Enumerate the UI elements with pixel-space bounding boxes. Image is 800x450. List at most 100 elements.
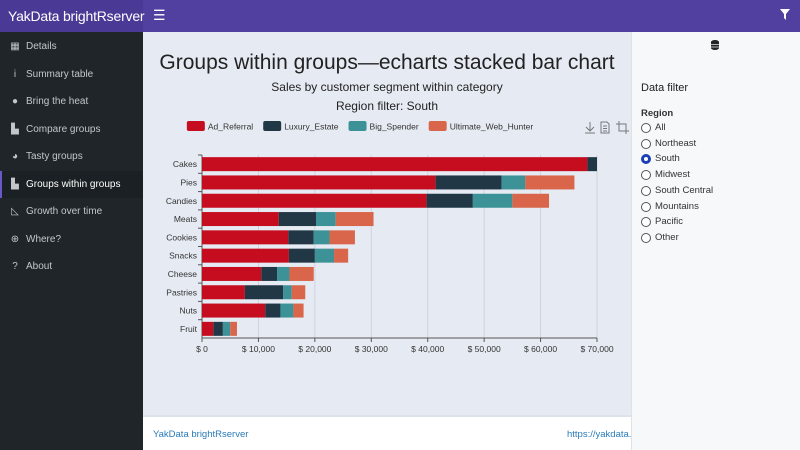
bar-luxury_estate-cakes[interactable] bbox=[587, 157, 597, 172]
footer-brand-link[interactable]: YakData brightRserver bbox=[153, 429, 249, 440]
region-option-midwest[interactable]: Midwest bbox=[641, 168, 690, 182]
sidebar-item-summary-table[interactable]: i Summary table bbox=[0, 61, 143, 88]
legend-item-big_spender[interactable]: Big_Spender bbox=[348, 121, 419, 132]
bar-big_spender-snacks[interactable] bbox=[314, 248, 335, 263]
bar-luxury_estate-snacks[interactable] bbox=[288, 248, 315, 263]
sidebar-item-where[interactable]: ⊕ Where? bbox=[0, 226, 143, 253]
legend-swatch bbox=[428, 121, 447, 131]
legend-item-ad_referral[interactable]: Ad_Referral bbox=[186, 121, 253, 132]
filter-icon[interactable] bbox=[780, 9, 790, 20]
sidebar: ▦ Details i Summary table ● Bring the heat ▙ Co… bbox=[0, 32, 143, 450]
question-icon: ? bbox=[12, 261, 18, 272]
legend-item-ultimate_web_hunter[interactable]: Ultimate_Web_Hunter bbox=[428, 121, 534, 132]
area-chart-icon: ◺ bbox=[11, 206, 19, 217]
bar-ad_referral-snacks[interactable] bbox=[202, 248, 289, 263]
sidebar-item-bring-the-heat[interactable]: ● Bring the heat bbox=[0, 88, 143, 115]
bar-ad_referral-cheese[interactable] bbox=[202, 266, 262, 281]
legend-swatch bbox=[348, 121, 367, 131]
radio-button[interactable] bbox=[641, 201, 651, 212]
sidebar-item-groups-within-groups[interactable]: ▙ Groups within groups bbox=[0, 170, 143, 198]
bar-luxury_estate-meats[interactable] bbox=[278, 212, 316, 227]
bar-ultimate_web_hunter-pies[interactable] bbox=[525, 175, 575, 190]
radio-button[interactable] bbox=[641, 123, 651, 133]
region-option-other[interactable]: Other bbox=[641, 231, 679, 245]
table-icon: ▦ bbox=[10, 41, 20, 52]
bar-luxury_estate-pastries[interactable] bbox=[244, 285, 284, 300]
bar-big_spender-cheese[interactable] bbox=[277, 266, 290, 281]
sidebar-item-details[interactable]: ▦ Details bbox=[0, 33, 143, 60]
legend-label: Luxury_Estate bbox=[284, 122, 339, 132]
bar-big_spender-nuts[interactable] bbox=[280, 303, 294, 318]
bar-luxury_estate-cheese[interactable] bbox=[261, 266, 278, 281]
crop-icon[interactable] bbox=[616, 121, 629, 134]
sidebar-item-about[interactable]: ? About bbox=[0, 253, 143, 280]
legend-label: Big_Spender bbox=[370, 122, 419, 132]
legend-label: Ad_Referral bbox=[208, 122, 253, 132]
chart-title: Groups within groups—echarts stacked bar… bbox=[159, 51, 615, 74]
bar-ad_referral-cakes[interactable] bbox=[202, 157, 588, 172]
download-icon[interactable] bbox=[585, 122, 595, 134]
x-tick-label: $ 50,000 bbox=[468, 344, 501, 354]
bar-ultimate_web_hunter-pastries[interactable] bbox=[291, 285, 306, 300]
bar-ad_referral-pastries[interactable] bbox=[202, 285, 245, 300]
bar-ad_referral-fruit[interactable] bbox=[202, 321, 214, 336]
radio-button[interactable] bbox=[641, 232, 651, 243]
legend-item-luxury_estate[interactable]: Luxury_Estate bbox=[263, 121, 339, 132]
bar-luxury_estate-candies[interactable] bbox=[426, 193, 473, 208]
bar-ad_referral-candies[interactable] bbox=[202, 193, 427, 208]
bar-ultimate_web_hunter-meats[interactable] bbox=[335, 212, 374, 227]
radio-label: Pacific bbox=[655, 216, 683, 228]
radio-button[interactable] bbox=[641, 185, 651, 196]
bar-big_spender-candies[interactable] bbox=[472, 193, 513, 208]
radio-button[interactable] bbox=[641, 154, 651, 165]
bar-luxury_estate-pies[interactable] bbox=[435, 175, 502, 190]
bar-luxury_estate-cookies[interactable] bbox=[288, 230, 314, 245]
bar-big_spender-meats[interactable] bbox=[315, 212, 336, 227]
footer-url-link[interactable]: https://yakdata.com bbox=[567, 429, 631, 440]
bar-ad_referral-meats[interactable] bbox=[202, 212, 279, 227]
radio-button[interactable] bbox=[641, 217, 651, 228]
bar-ultimate_web_hunter-nuts[interactable] bbox=[293, 303, 304, 318]
bar-luxury_estate-fruit[interactable] bbox=[213, 321, 223, 336]
bar-ad_referral-cookies[interactable] bbox=[202, 230, 289, 245]
bar-ad_referral-pies[interactable] bbox=[202, 175, 436, 190]
region-option-northeast[interactable]: Northeast bbox=[641, 137, 696, 151]
sidebar-item-label: Compare groups bbox=[26, 123, 101, 135]
pie-chart-icon: ◕ bbox=[11, 151, 19, 162]
bar-ad_referral-nuts[interactable] bbox=[202, 303, 266, 318]
sidebar-item-growth-over-time[interactable]: ◺ Growth over time bbox=[0, 198, 143, 225]
region-option-south-central[interactable]: South Central bbox=[641, 184, 713, 198]
bar-ultimate_web_hunter-fruit[interactable] bbox=[230, 321, 237, 336]
x-tick-label: $ 20,000 bbox=[298, 344, 331, 354]
bar-big_spender-fruit[interactable] bbox=[222, 321, 231, 336]
data-view-icon[interactable] bbox=[600, 121, 610, 134]
brand-title[interactable]: YakData brightRserver bbox=[0, 0, 145, 32]
region-option-south[interactable]: South bbox=[641, 152, 680, 166]
legend-swatch bbox=[186, 121, 205, 131]
region-option-pacific[interactable]: Pacific bbox=[641, 215, 683, 229]
bar-big_spender-pastries[interactable] bbox=[283, 285, 292, 300]
region-option-all[interactable]: All bbox=[641, 121, 666, 135]
bar-big_spender-cookies[interactable] bbox=[313, 230, 330, 245]
x-tick-label: $ 10,000 bbox=[242, 344, 275, 354]
bar-ultimate_web_hunter-cookies[interactable] bbox=[329, 230, 355, 245]
region-option-mountains[interactable]: Mountains bbox=[641, 200, 699, 214]
fire-icon: ● bbox=[11, 96, 19, 107]
bar-ultimate_web_hunter-cheese[interactable] bbox=[289, 266, 314, 281]
x-tick-label: $ 40,000 bbox=[411, 344, 444, 354]
y-tick-label: Cheese bbox=[168, 269, 198, 279]
radio-label: Midwest bbox=[655, 169, 690, 181]
sidebar-item-label: Summary table bbox=[26, 68, 94, 80]
radio-button[interactable] bbox=[641, 138, 651, 149]
bar-luxury_estate-nuts[interactable] bbox=[265, 303, 281, 318]
main-panel: Groups within groups—echarts stacked bar… bbox=[143, 32, 631, 415]
hamburger-icon[interactable]: ☰ bbox=[153, 7, 166, 23]
bar-chart-icon: ▙ bbox=[11, 123, 19, 135]
sidebar-item-compare-groups[interactable]: ▙ Compare groups bbox=[0, 116, 143, 143]
bar-ultimate_web_hunter-snacks[interactable] bbox=[334, 248, 349, 263]
bar-ultimate_web_hunter-candies[interactable] bbox=[512, 193, 550, 208]
y-tick-label: Meats bbox=[174, 214, 197, 224]
bar-big_spender-pies[interactable] bbox=[501, 175, 526, 190]
radio-button[interactable] bbox=[641, 170, 651, 181]
sidebar-item-tasty-groups[interactable]: ◕ Tasty groups bbox=[0, 143, 143, 170]
